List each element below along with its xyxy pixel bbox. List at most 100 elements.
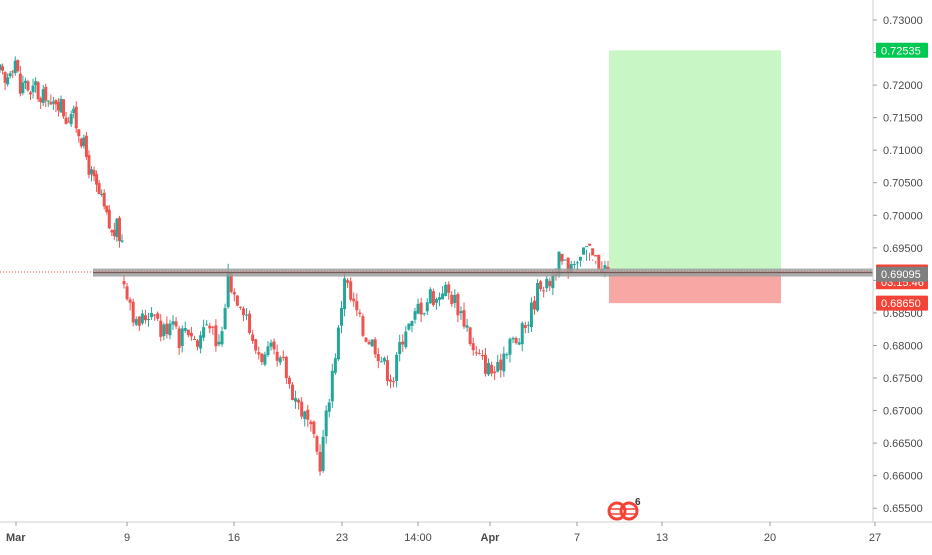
candle-body [483,354,487,374]
candle-body [606,266,610,270]
candle-body [102,192,106,207]
candle-body [542,290,546,292]
candle-body [192,339,196,341]
watermark-badge: 6 [635,497,641,508]
candle-body [112,229,116,237]
watermark[interactable]: 6 [607,497,641,521]
logo-circle-left [607,501,627,521]
candle-body [205,324,209,326]
candle-body [425,302,429,312]
candle-body [560,253,564,262]
price-tick-label: 0.68000 [883,340,923,352]
candle-body [545,278,549,289]
support-level[interactable] [93,268,873,277]
candle-body [134,319,138,325]
time-tick-label: 13 [656,532,668,544]
candle-body [120,240,124,242]
target-zone[interactable] [609,50,781,273]
candle-body [321,436,325,471]
candle-body [115,218,119,237]
candle-body [275,351,279,361]
candle-body [505,354,509,356]
candle-body [23,80,27,83]
candle-body [196,340,200,347]
candle-body [105,205,109,213]
candle-body [11,71,15,73]
candle-body [248,313,252,333]
candle-body [511,337,515,340]
candle-body [502,353,506,372]
price-tick-label: 0.66000 [883,471,923,483]
candle-body [49,102,53,105]
price-tick-label: 0.71000 [883,145,923,157]
candle-body [413,311,417,320]
candle-body [312,421,316,435]
candle-body [462,310,466,327]
candle-body [174,321,178,327]
candle-body [339,307,343,326]
candle-body [548,280,552,287]
candle-body [294,398,298,402]
candle-body [0,64,2,70]
price-tag-bg [876,295,928,311]
candle-body [122,281,126,285]
candle-body [459,311,463,314]
candle-body [186,329,190,336]
candle-body [290,384,294,400]
candle-body [517,342,521,345]
price-tag-label: 0.69095 [881,269,921,281]
candle-body [3,72,7,83]
price-tick-label: 0.69500 [883,243,923,255]
candle-body [364,337,368,342]
candle-body [226,271,230,308]
candle-body [39,98,43,102]
price-tag-bg [876,266,928,282]
candle-body [434,299,438,303]
candle-body [82,137,86,147]
candle-body [87,155,91,175]
time-axis[interactable]: Mar 9 16 23 14:00 Apr 7 13 20 27 [6,522,881,544]
candle-body [211,326,215,328]
candle-body [183,328,187,331]
candle-body [69,114,73,125]
time-tick-label: Mar [6,532,26,544]
candle-body [156,313,160,319]
candle-body [16,60,20,72]
candle-body [150,312,154,318]
candle-body [376,354,380,362]
candle-body [36,82,40,100]
candle-body [162,324,166,337]
candle-body [284,356,288,379]
candle-body [551,274,555,289]
time-tick-label: Apr [481,532,501,544]
candle-body [21,82,25,94]
candle-body [352,298,356,302]
candle-body [597,254,601,269]
stop-zone[interactable] [609,272,781,304]
time-tick-label: 27 [869,532,881,544]
candle-body [508,339,512,355]
candle-body [54,100,58,105]
candle-body [220,331,224,345]
candle-body [26,81,30,91]
candle-body [41,89,45,103]
candle-body [245,314,249,316]
price-tick-label: 0.73000 [883,15,923,27]
candle-body [300,401,304,417]
candle-body [493,371,497,374]
candle-body [490,364,494,374]
candle-body [67,121,71,123]
candle-body [59,98,63,113]
candle-body [214,325,218,347]
candle-body [238,306,242,308]
candle-body [514,338,518,343]
candle-body [147,319,151,321]
candle-body [398,342,402,354]
candle-body [223,308,227,330]
candle-body [202,327,206,338]
candle-body [572,263,576,265]
candle-body [208,325,212,329]
candle-body [447,284,451,293]
